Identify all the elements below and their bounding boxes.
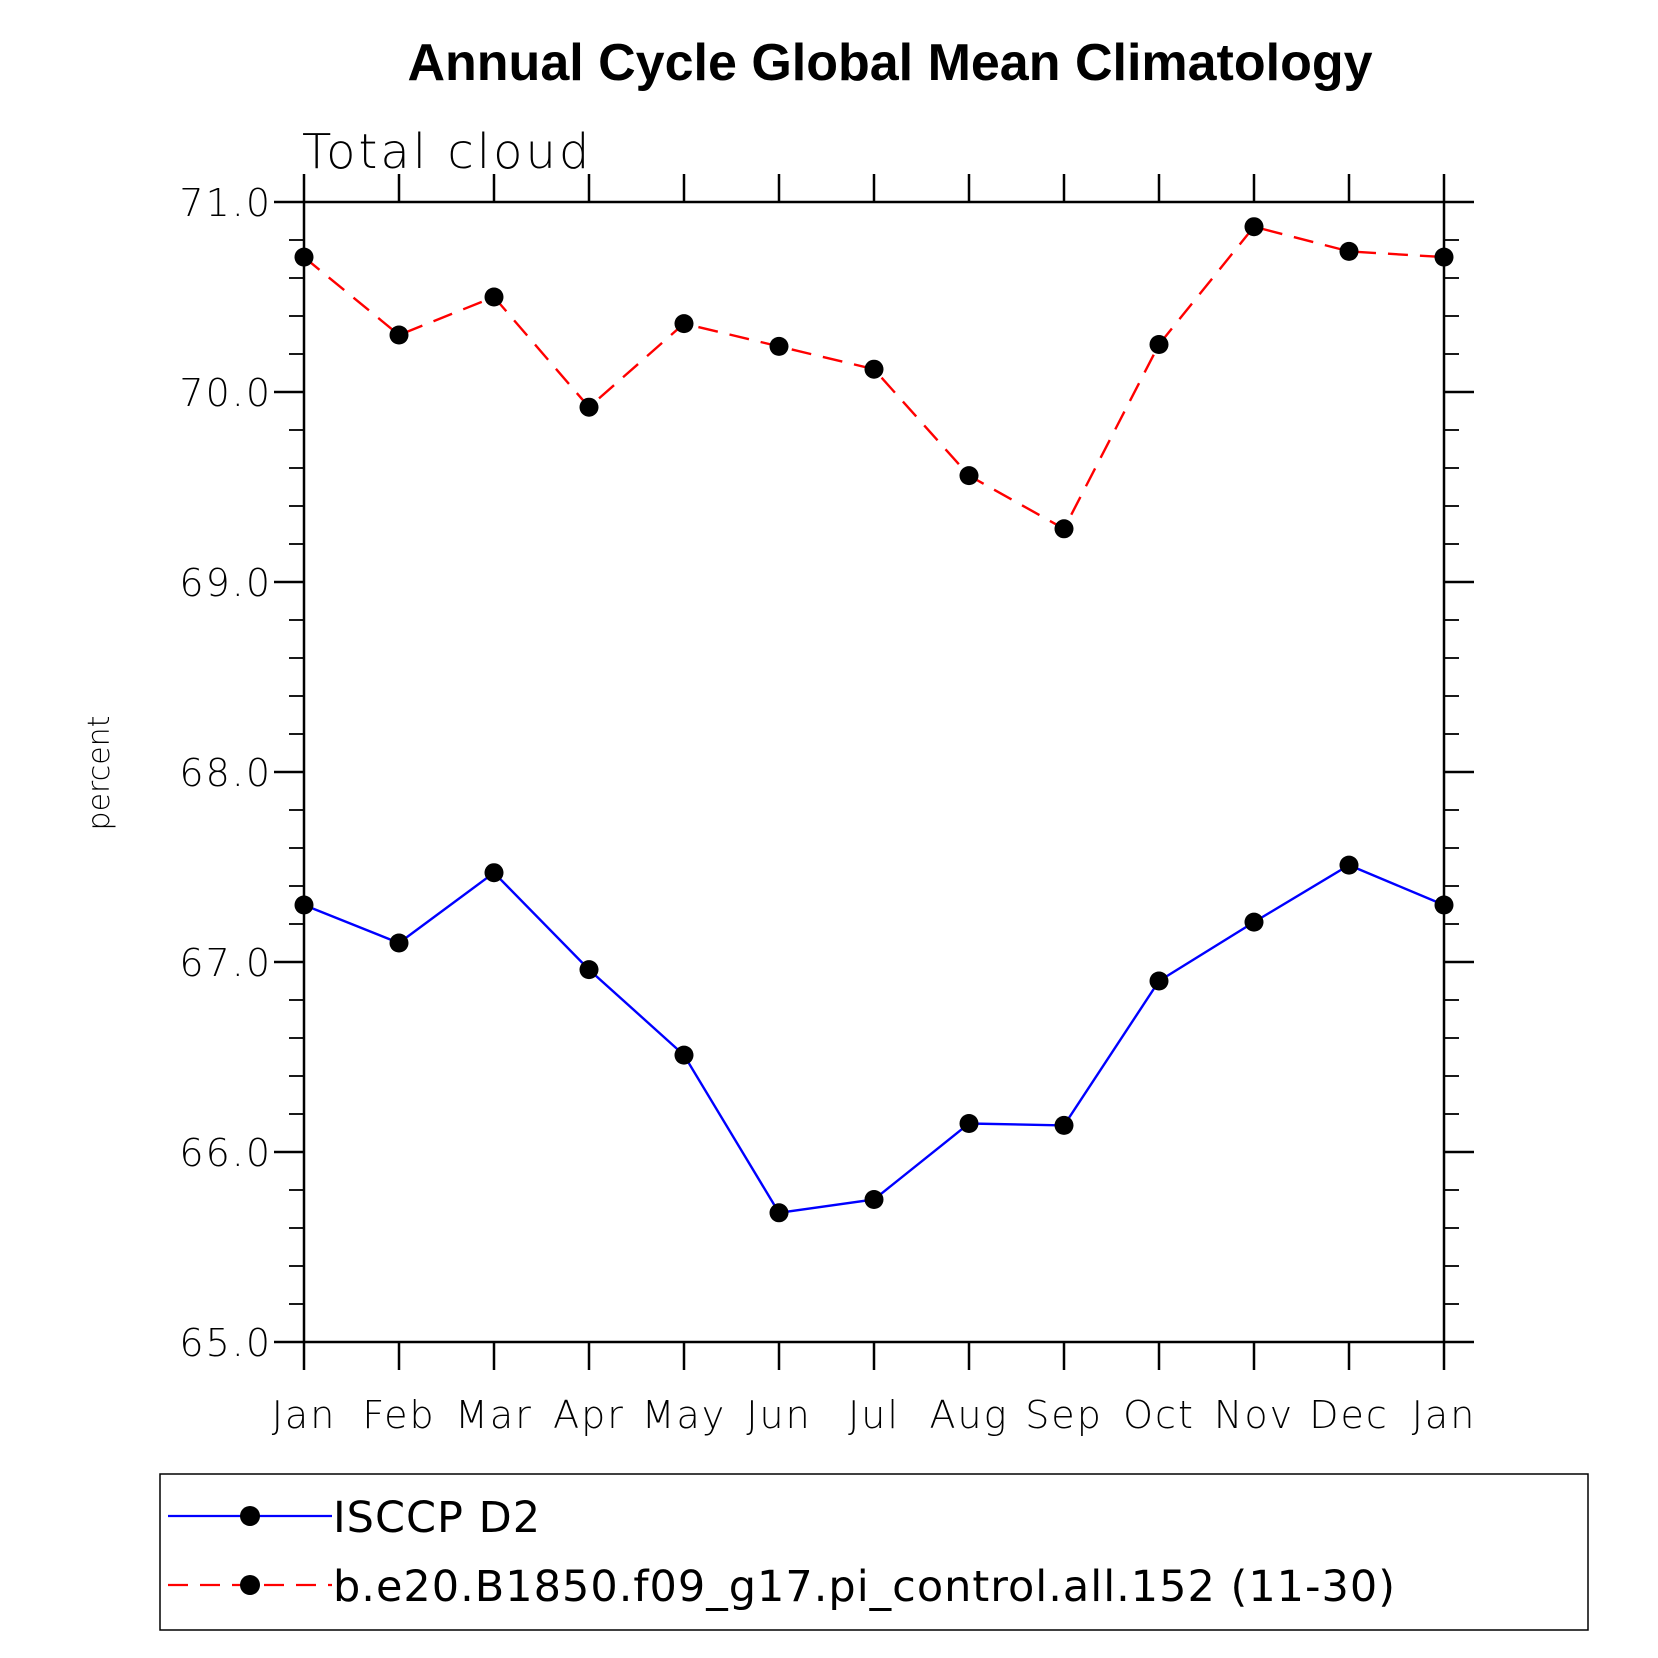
data-point-series-0 [1054,1115,1074,1135]
data-point-series-1 [1244,217,1264,237]
y-tick-label: 67.0 [179,941,272,985]
data-point-series-1 [294,247,314,267]
data-point-series-1 [769,336,789,356]
y-tick-label: 70.0 [179,371,272,415]
y-tick-label: 71.0 [179,181,272,225]
data-point-series-1 [579,397,599,417]
x-tick-label: Jun [746,1393,811,1437]
x-tick-label: Sep [1025,1393,1103,1437]
series-layer [294,217,1454,1223]
data-point-series-0 [389,933,409,953]
data-point-series-1 [674,314,694,334]
data-point-series-0 [294,895,314,915]
y-axis-label: percent [82,716,117,831]
data-point-series-0 [1244,912,1264,932]
y-tick-label: 65.0 [179,1321,272,1365]
data-point-series-0 [484,863,504,883]
chart-subtitle: Total cloud [302,124,592,180]
data-point-series-0 [674,1045,694,1065]
x-tick-label: Jan [1412,1393,1477,1437]
legend-label-model: b.e20.B1850.f09_g17.pi_control.all.152 (… [333,1562,1396,1612]
y-tick-label: 69.0 [179,561,272,605]
x-tick-label: Feb [362,1393,435,1437]
x-tick-label: Dec [1309,1393,1389,1437]
x-tick-label: Aug [930,1393,1009,1437]
data-point-series-1 [1339,241,1359,261]
x-tick-label: May [642,1393,727,1437]
axis-ticks [274,174,1474,1370]
data-point-series-0 [959,1114,979,1133]
x-tick-label: Nov [1214,1393,1294,1437]
y-tick-label: 66.0 [179,1131,272,1175]
y-tick-label: 68.0 [179,751,272,795]
data-point-series-0 [769,1203,789,1223]
data-point-series-1 [1149,335,1169,354]
data-point-series-1 [389,325,409,345]
legend-box [159,1473,1589,1631]
data-point-series-1 [484,287,504,307]
chart-title: Annual Cycle Global Mean Climatology [407,34,1372,92]
data-point-series-0 [1149,971,1169,991]
data-point-series-1 [864,359,884,379]
x-tick-label: Oct [1123,1393,1195,1437]
data-point-series-0 [1339,855,1359,875]
x-tick-label: Jul [848,1393,900,1437]
legend-marker-model [240,1575,260,1595]
data-point-series-1 [1054,519,1074,539]
x-tick-labels: Jan Feb Mar Apr May Jun Jul Aug Sep Oct Nov Dec Jan [272,1393,1477,1437]
x-tick-label: Jan [272,1393,337,1437]
x-tick-label: Mar [455,1393,533,1437]
x-tick-label: Apr [553,1393,625,1437]
data-point-series-0 [1434,895,1454,915]
data-point-series-0 [579,960,599,980]
data-point-series-1 [959,466,979,486]
y-tick-labels: 65.0 66.0 67.0 68.0 69.0 70.0 71.0 [179,181,272,1365]
legend-marker-isccp [240,1506,260,1526]
series-line-0 [303,863,1445,1215]
data-point-series-0 [864,1190,884,1209]
data-point-series-1 [1434,247,1454,267]
legend: ISCCP D2 b.e20.B1850.f09_g17.pi_control.… [159,1473,1589,1631]
legend-label-isccp: ISCCP D2 [333,1493,541,1543]
